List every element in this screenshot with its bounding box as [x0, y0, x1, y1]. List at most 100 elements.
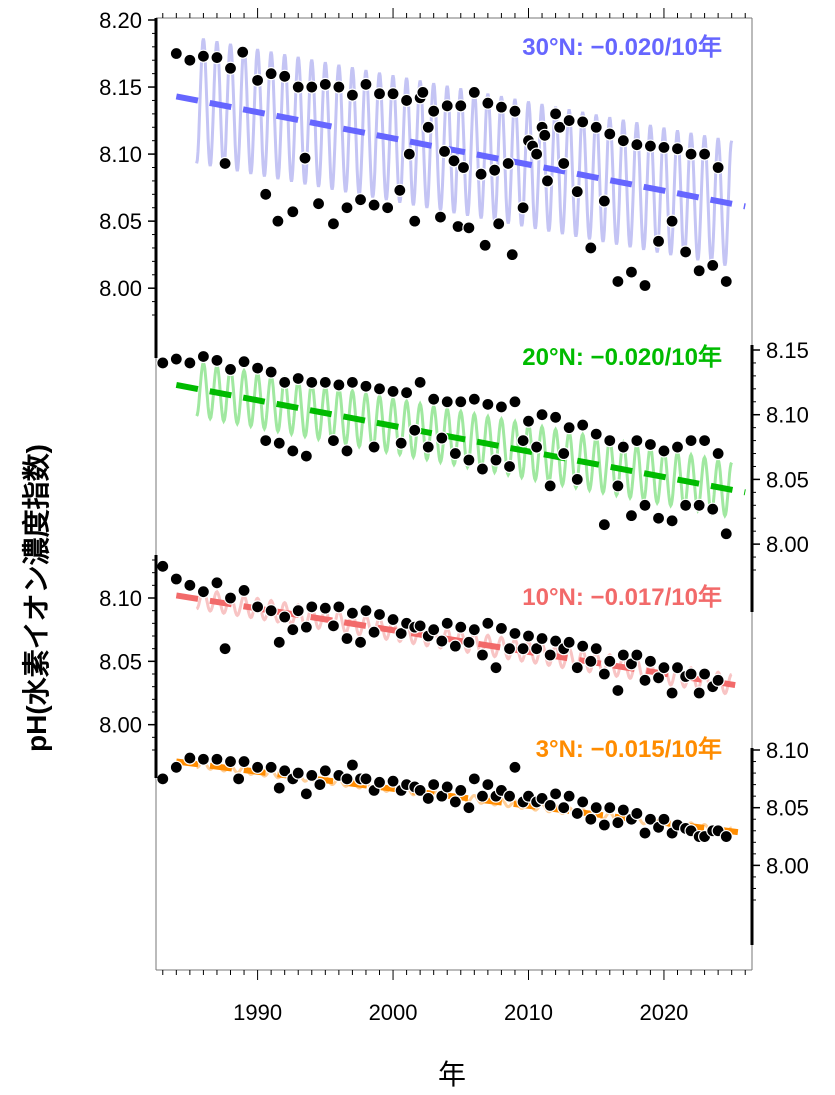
observation-point [489, 661, 503, 675]
observation-point [359, 77, 373, 91]
observation-point [670, 440, 685, 454]
x-tick-label: 1990 [233, 1000, 282, 1025]
observation-point [345, 758, 360, 772]
observation-point [278, 610, 292, 624]
observation-point [408, 214, 422, 228]
observation-point [169, 572, 183, 586]
observation-point [332, 378, 346, 392]
observation-point [706, 258, 720, 272]
observation-point [291, 604, 305, 618]
observation-point [603, 801, 617, 815]
observation-point [399, 386, 414, 400]
observation-point [584, 812, 598, 826]
observation-point [372, 775, 387, 789]
observation-point [508, 760, 522, 774]
observation-point [236, 45, 250, 59]
observation-point [183, 53, 197, 67]
observation-point [616, 648, 630, 662]
observation-point [454, 99, 468, 113]
observation-point [386, 87, 400, 101]
observation-point [576, 418, 590, 432]
observation-point [413, 783, 427, 797]
observation-point [603, 654, 617, 668]
observation-point [427, 104, 441, 118]
observation-point [548, 634, 563, 648]
observation-point [711, 446, 725, 461]
observation-point [501, 156, 515, 171]
observation-point [399, 93, 414, 108]
observation-point [467, 623, 481, 637]
observation-point [454, 620, 468, 634]
panel-label-3°N: 3°N: −0.015/10年 [536, 735, 722, 763]
observation-point [508, 104, 522, 118]
observation-point [313, 778, 327, 792]
observation-point [670, 661, 685, 675]
observation-point [386, 612, 400, 627]
observation-point [448, 639, 462, 653]
observation-point [210, 50, 224, 65]
observation-point [516, 433, 530, 448]
observation-point [630, 138, 644, 152]
observation-point [291, 80, 305, 94]
observation-point [272, 436, 286, 450]
observation-point [305, 600, 319, 614]
observation-point [305, 80, 319, 94]
observation-point [305, 768, 319, 782]
observation-point [259, 433, 273, 448]
observation-point [421, 440, 435, 454]
observation-point [340, 444, 354, 458]
panel-labels: 30°N: −0.020/10年 20°N: −0.020/10年 10°N: −0… [522, 33, 722, 763]
observation-point [421, 791, 435, 806]
observation-point [299, 620, 313, 634]
observation-point [665, 214, 679, 228]
observation-point [516, 642, 530, 656]
y-tick-label: 8.00 [766, 853, 809, 878]
observation-point [481, 397, 495, 411]
observation-point [535, 408, 549, 422]
observation-point [624, 265, 639, 279]
observation-point [630, 648, 644, 662]
observation-point [454, 783, 468, 797]
y-axis-title: pH(水素イオン濃度指数) [21, 444, 52, 752]
observation-point [611, 274, 625, 289]
observation-point [467, 772, 481, 786]
observation-point [359, 772, 373, 786]
observation-point [562, 789, 576, 803]
y-tick-label: 8.00 [99, 276, 142, 301]
observation-point [719, 829, 733, 844]
trend-line-30°N [175, 93, 746, 210]
observation-point [543, 798, 557, 812]
observation-point [508, 626, 522, 641]
observation-point [250, 73, 265, 87]
observation-point [684, 433, 698, 448]
observation-point [232, 772, 246, 786]
observation-point [611, 479, 625, 493]
panel-label-20°N: 20°N: −0.020/10年 [522, 343, 722, 371]
observation-point [711, 673, 725, 687]
observation-point [570, 661, 584, 675]
observation-point [367, 625, 381, 639]
observation-point [643, 654, 658, 668]
observation-point [223, 61, 238, 75]
observation-point [367, 198, 381, 212]
observation-point [156, 559, 170, 573]
observation-point [286, 623, 300, 637]
panel-label-10°N: 10°N: −0.017/10年 [522, 583, 722, 611]
observation-point [372, 87, 387, 101]
observation-point [643, 437, 658, 452]
observation-point [440, 99, 454, 113]
observation-point [478, 238, 492, 252]
observation-point [638, 498, 652, 512]
observation-point [505, 248, 519, 262]
observation-point [237, 355, 251, 369]
observation-point [318, 375, 332, 389]
observation-point [250, 760, 265, 774]
y-tick-label: 8.20 [99, 8, 142, 33]
x-tick-label: 2000 [369, 1000, 418, 1025]
observation-point [494, 400, 509, 414]
observation-point [616, 134, 630, 148]
observation-point [311, 197, 326, 211]
observation-point [278, 375, 292, 389]
observation-point [264, 365, 278, 379]
observation-point [454, 395, 468, 409]
